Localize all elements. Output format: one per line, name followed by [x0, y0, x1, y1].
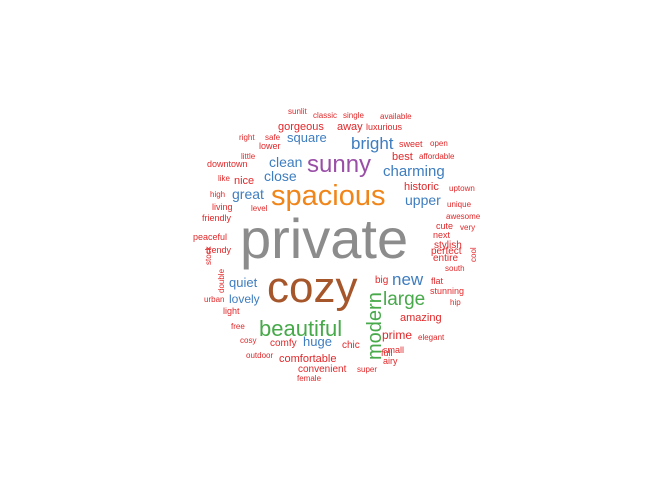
word-female: female	[297, 374, 322, 383]
word-amazing: amazing	[400, 312, 442, 324]
word-level: level	[251, 204, 268, 213]
word-private: private	[240, 207, 408, 270]
word-airy: airy	[383, 356, 398, 366]
word-perfect: perfect	[431, 246, 462, 257]
word-bright: bright	[351, 134, 394, 153]
word-trendy: trendy	[206, 245, 232, 255]
word-double: double	[217, 268, 226, 293]
word-single: single	[343, 111, 364, 120]
word-stock: stock	[204, 245, 213, 265]
word-high: high	[210, 190, 225, 199]
word-very: very	[460, 223, 475, 232]
word-cute: cute	[436, 221, 453, 231]
word-small: small	[383, 345, 404, 355]
word-gorgeous: gorgeous	[278, 121, 324, 133]
word-entire: entire	[433, 253, 458, 264]
word-comfortable: comfortable	[279, 353, 336, 365]
word-right: right	[239, 133, 255, 142]
word-affordable: affordable	[419, 152, 455, 161]
word-living: living	[212, 202, 233, 212]
word-available: available	[380, 112, 412, 121]
word-peaceful: peaceful	[193, 232, 227, 242]
word-lovely: lovely	[229, 292, 260, 306]
word-urban: urban	[204, 295, 224, 304]
word-upper: upper	[405, 192, 441, 208]
word-hip: hip	[450, 298, 461, 307]
word-chic: chic	[342, 340, 360, 351]
word-large: large	[383, 289, 425, 310]
word-great: great	[232, 186, 264, 202]
word-new: new	[392, 270, 424, 289]
word-stylish: stylish	[434, 240, 462, 251]
word-flat: flat	[431, 276, 444, 286]
word-friendly: friendly	[202, 213, 232, 223]
word-spacious: spacious	[271, 180, 385, 212]
word-luxurious: luxurious	[366, 122, 403, 132]
word-like: like	[218, 174, 231, 183]
word-historic: historic	[404, 181, 439, 193]
word-little: little	[241, 152, 256, 161]
word-outdoor: outdoor	[246, 351, 273, 360]
word-convenient: convenient	[298, 364, 347, 375]
word-quiet: quiet	[229, 275, 258, 290]
word-big: big	[375, 275, 388, 286]
word-next: next	[433, 230, 451, 240]
word-full: full	[381, 348, 393, 358]
word-sunny: sunny	[307, 151, 371, 178]
word-safe: safe	[265, 133, 281, 142]
word-close: close	[264, 168, 297, 184]
word-huge: huge	[303, 334, 332, 349]
word-light: light	[223, 306, 240, 316]
word-beautiful: beautiful	[259, 316, 342, 341]
word-awesome: awesome	[446, 212, 481, 221]
word-nice: nice	[234, 175, 254, 187]
word-downtown: downtown	[207, 159, 248, 169]
word-charming: charming	[383, 163, 445, 180]
word-comfy: comfy	[270, 338, 297, 349]
word-free: free	[231, 322, 245, 331]
word-unique: unique	[447, 200, 472, 209]
word-away: away	[337, 121, 363, 133]
word-super: super	[357, 365, 377, 374]
word-sunlit: sunlit	[288, 107, 307, 116]
word-modern: modern	[364, 292, 386, 360]
word-elegant: elegant	[418, 333, 445, 342]
word-cool: cool	[469, 247, 478, 262]
word-open: open	[430, 139, 448, 148]
word-lower: lower	[259, 141, 281, 151]
word-south: south	[445, 264, 465, 273]
word-square: square	[287, 130, 327, 145]
word-cosy: cosy	[240, 336, 256, 345]
word-prime: prime	[382, 328, 412, 342]
word-sweet: sweet	[399, 139, 423, 149]
word-cozy: cozy	[267, 263, 357, 312]
word-stunning: stunning	[430, 286, 464, 296]
word-uptown: uptown	[449, 184, 475, 193]
word-best: best	[392, 151, 413, 163]
word-clean: clean	[269, 154, 302, 170]
word-classic: classic	[313, 111, 337, 120]
